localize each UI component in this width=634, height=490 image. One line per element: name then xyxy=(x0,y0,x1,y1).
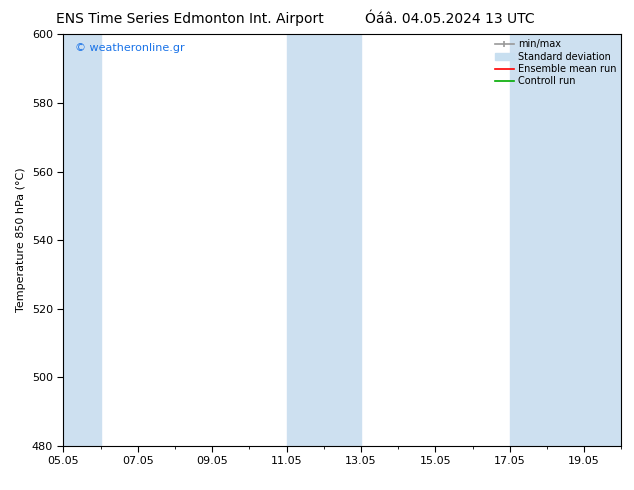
Bar xyxy=(287,34,361,446)
Legend: min/max, Standard deviation, Ensemble mean run, Controll run: min/max, Standard deviation, Ensemble me… xyxy=(493,37,618,88)
Bar xyxy=(510,34,621,446)
Text: ENS Time Series Edmonton Int. Airport: ENS Time Series Edmonton Int. Airport xyxy=(56,12,324,26)
Y-axis label: Temperature 850 hPa (°C): Temperature 850 hPa (°C) xyxy=(16,168,26,313)
Text: Óáâ. 04.05.2024 13 UTC: Óáâ. 04.05.2024 13 UTC xyxy=(365,12,535,26)
Text: © weatheronline.gr: © weatheronline.gr xyxy=(75,43,184,52)
Bar xyxy=(63,34,101,446)
